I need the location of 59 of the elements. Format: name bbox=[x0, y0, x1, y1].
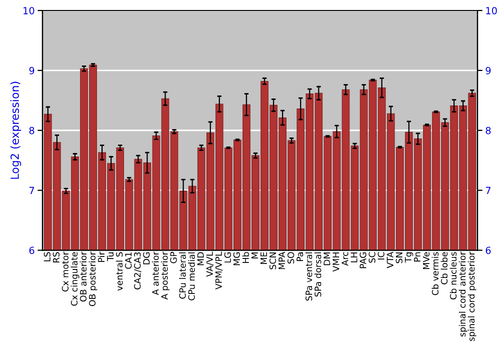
x-tick-label: SO bbox=[288, 252, 294, 264]
x-tick-label: DG bbox=[143, 252, 150, 264]
x-tick-label: SC bbox=[368, 252, 376, 263]
x-tick-label: OB anterior bbox=[80, 252, 87, 302]
x-tick-label: A posterior bbox=[161, 252, 170, 300]
x-tick-label: SCN bbox=[269, 252, 276, 270]
x-tick-label: MVe bbox=[422, 252, 430, 270]
x-tick-label: LG bbox=[224, 252, 231, 262]
x-tick-label: MG bbox=[233, 252, 240, 266]
x-tick-label: Tg bbox=[404, 252, 414, 263]
x-tick-label: VA/VL bbox=[206, 252, 214, 277]
x-tick-label: LH bbox=[350, 252, 358, 262]
x-tick-label: OB posterior bbox=[88, 252, 98, 306]
x-tick-label: Pn bbox=[414, 252, 420, 262]
x-tick-label: M bbox=[252, 252, 258, 258]
x-tick-label: LS bbox=[44, 252, 50, 262]
x-tick-label: Cx cingulate bbox=[70, 252, 80, 306]
x-tick-label: MD bbox=[197, 252, 204, 266]
y-tick-label: 9 bbox=[29, 66, 34, 74]
x-tick-label: SPa dorsal bbox=[314, 252, 322, 296]
x-tick-label: PAG bbox=[360, 252, 366, 268]
y2-tick-label: 9 bbox=[486, 66, 491, 74]
x-tick-label: IC bbox=[378, 252, 384, 260]
y2-tick-label: 10 bbox=[486, 6, 497, 14]
x-tick-label: Cx motor bbox=[62, 252, 69, 292]
x-tick-label: CPu medial bbox=[188, 252, 195, 300]
x-tick-label: CA1 bbox=[125, 252, 132, 269]
x-tick-label: CPu lateral bbox=[179, 252, 186, 299]
x-tick-label: DM bbox=[324, 252, 330, 266]
x-tick-label: Tu bbox=[107, 252, 114, 262]
x-tick-label: Pa bbox=[296, 252, 304, 262]
x-tick-label: spinal cord posterior bbox=[468, 252, 476, 342]
y2-tick-label: 8 bbox=[486, 126, 491, 134]
x-tick-label: GP bbox=[170, 252, 177, 264]
x-tick-label: VTA bbox=[386, 252, 394, 268]
x-tick-label: VMH bbox=[332, 252, 340, 272]
x-tick-label: Arc bbox=[342, 252, 348, 266]
x-tick-label: A anterior bbox=[152, 252, 159, 296]
x-tick-label: Hb bbox=[242, 252, 249, 263]
x-tick-label: SN bbox=[396, 252, 402, 264]
y-tick-label: 10 bbox=[24, 6, 34, 14]
x-tick-label: Cb lobe bbox=[440, 252, 448, 284]
y-tick-label: 7 bbox=[29, 186, 34, 194]
x-tick-label: spinal cord anterior bbox=[458, 252, 468, 336]
x-tick-label: ventral S bbox=[116, 252, 123, 291]
x-tick-label: Pir bbox=[98, 252, 104, 262]
y2-tick-label: 7 bbox=[486, 186, 490, 194]
y-tick-label: 6 bbox=[29, 246, 34, 254]
x-tick-label: Cb vermis bbox=[432, 252, 439, 296]
x-tick-label: CA2/CA3 bbox=[134, 252, 142, 290]
x-tick-label: ME bbox=[260, 252, 267, 264]
y-tick-label: 8 bbox=[29, 126, 34, 134]
x-tick-label: RS bbox=[52, 252, 60, 262]
y2-tick-label: 6 bbox=[486, 246, 491, 254]
x-tick-label: Cb nucleus bbox=[450, 252, 457, 300]
x-tick-label: MPA bbox=[278, 252, 285, 270]
x-tick-label: VPM/VPL bbox=[215, 252, 223, 290]
y-axis-title: Log2 (expression) bbox=[10, 82, 22, 179]
x-tick-label: SPa ventral bbox=[305, 252, 312, 301]
